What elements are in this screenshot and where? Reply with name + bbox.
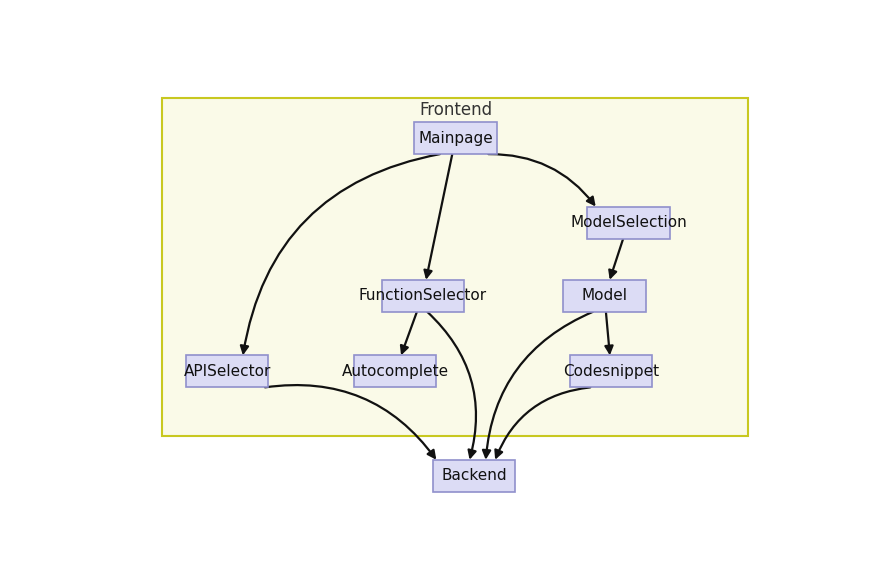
Text: Mainpage: Mainpage [419, 130, 493, 145]
FancyBboxPatch shape [354, 355, 436, 387]
Text: ModelSelection: ModelSelection [570, 215, 687, 230]
Text: APISelector: APISelector [183, 364, 271, 379]
FancyArrowPatch shape [401, 312, 417, 353]
FancyArrowPatch shape [265, 385, 435, 458]
Text: Autocomplete: Autocomplete [342, 364, 449, 379]
Text: Codesnippet: Codesnippet [563, 364, 659, 379]
FancyArrowPatch shape [241, 154, 440, 353]
FancyArrowPatch shape [605, 312, 612, 353]
FancyArrowPatch shape [483, 312, 593, 458]
Text: Frontend: Frontend [419, 101, 492, 119]
FancyBboxPatch shape [588, 207, 670, 238]
FancyBboxPatch shape [186, 355, 268, 387]
FancyArrowPatch shape [489, 154, 594, 205]
FancyArrowPatch shape [425, 154, 452, 278]
FancyBboxPatch shape [381, 280, 464, 312]
Text: Model: Model [581, 288, 627, 304]
FancyBboxPatch shape [162, 98, 749, 436]
FancyBboxPatch shape [414, 122, 496, 154]
FancyBboxPatch shape [570, 355, 652, 387]
Text: Backend: Backend [442, 469, 507, 484]
FancyBboxPatch shape [433, 460, 515, 492]
Text: FunctionSelector: FunctionSelector [358, 288, 487, 304]
FancyArrowPatch shape [496, 387, 590, 458]
FancyBboxPatch shape [564, 280, 645, 312]
FancyArrowPatch shape [609, 238, 623, 278]
FancyArrowPatch shape [427, 312, 476, 458]
